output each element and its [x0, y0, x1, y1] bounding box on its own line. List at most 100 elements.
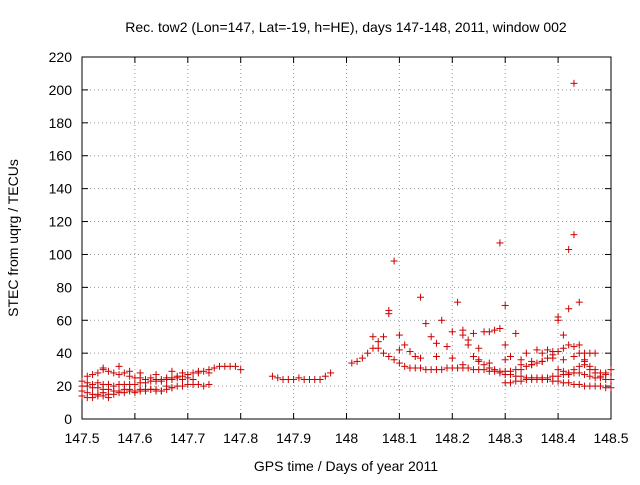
- data-point: [348, 359, 356, 367]
- data-point: [528, 361, 536, 369]
- data-point: [163, 382, 171, 390]
- data-point: [480, 361, 488, 369]
- data-point: [496, 239, 504, 247]
- data-point: [522, 362, 530, 370]
- x-tick-label: 148.5: [593, 430, 628, 446]
- data-point: [353, 357, 361, 365]
- data-point: [565, 369, 573, 377]
- data-point: [501, 356, 509, 364]
- x-tick-label: 147.9: [276, 430, 311, 446]
- data-point: [395, 346, 403, 354]
- x-tick-label: 148: [335, 430, 359, 446]
- data-point: [141, 376, 149, 384]
- data-point: [120, 369, 128, 377]
- data-point: [141, 387, 149, 395]
- data-point: [607, 376, 615, 384]
- data-point: [501, 341, 509, 349]
- data-point: [115, 371, 123, 379]
- data-point: [459, 331, 467, 339]
- data-point: [432, 352, 440, 360]
- y-tick-label: 0: [64, 411, 72, 427]
- data-point: [131, 380, 139, 388]
- data-point: [512, 329, 520, 337]
- data-point: [506, 367, 514, 375]
- data-point: [385, 310, 393, 318]
- data-point: [395, 359, 403, 367]
- data-point: [586, 362, 594, 370]
- data-point: [417, 354, 425, 362]
- data-point: [469, 329, 477, 337]
- data-point: [94, 369, 102, 377]
- data-point: [401, 362, 409, 370]
- data-point: [179, 369, 187, 377]
- x-tick-label: 148.2: [435, 430, 470, 446]
- data-point: [200, 382, 208, 390]
- data-point: [385, 352, 393, 360]
- x-tick-label: 147.8: [223, 430, 258, 446]
- data-point: [454, 298, 462, 306]
- data-point: [364, 349, 372, 357]
- data-point: [596, 369, 604, 377]
- data-point: [168, 384, 176, 392]
- data-point: [358, 354, 366, 362]
- data-point: [570, 366, 578, 374]
- data-point: [565, 341, 573, 349]
- data-point: [390, 257, 398, 265]
- y-tick-label: 220: [49, 49, 73, 65]
- grid: [82, 57, 611, 419]
- data-point: [290, 376, 298, 384]
- data-point: [83, 379, 91, 387]
- data-point: [152, 371, 160, 379]
- data-point: [570, 231, 578, 239]
- data-point: [491, 366, 499, 374]
- data-point: [506, 352, 514, 360]
- data-point: [131, 389, 139, 397]
- data-point: [115, 362, 123, 370]
- data-point: [506, 379, 514, 387]
- data-point: [104, 367, 112, 375]
- data-point: [554, 348, 562, 356]
- data-point: [475, 344, 483, 352]
- y-tick-label: 160: [49, 148, 73, 164]
- data-point: [104, 380, 112, 388]
- data-point: [475, 356, 483, 364]
- axis-ticks: [81, 56, 612, 420]
- data-point: [533, 359, 541, 367]
- data-point: [533, 346, 541, 354]
- data-point: [575, 349, 583, 357]
- data-point: [602, 371, 610, 379]
- data-point: [104, 394, 112, 402]
- data-point: [565, 246, 573, 254]
- data-point: [184, 374, 192, 382]
- x-tick-label: 147.6: [117, 430, 152, 446]
- chart-title: Rec. tow2 (Lon=147, Lat=-19, h=HE), days…: [125, 19, 567, 35]
- data-point: [538, 349, 546, 357]
- y-tick-label: 120: [49, 214, 73, 230]
- data-point: [538, 357, 546, 365]
- data-point: [575, 341, 583, 349]
- data-point: [528, 376, 536, 384]
- x-tick-label: 148.4: [541, 430, 576, 446]
- y-tick-label: 20: [56, 378, 72, 394]
- data-point: [380, 333, 388, 341]
- data-point: [390, 356, 398, 364]
- data-point: [517, 366, 525, 374]
- data-point: [406, 348, 414, 356]
- data-point: [581, 371, 589, 379]
- data-point: [448, 354, 456, 362]
- data-point: [99, 364, 107, 372]
- data-point: [438, 316, 446, 324]
- data-point: [78, 392, 86, 400]
- data-point: [179, 382, 187, 390]
- data-point: [194, 367, 202, 375]
- data-point: [517, 377, 525, 385]
- data-point: [438, 366, 446, 374]
- y-tick-labels: 0 20 40 60 80 100 120 140 160 180 200 220: [49, 49, 73, 427]
- data-point: [210, 364, 218, 372]
- data-point: [491, 326, 499, 334]
- data-point: [163, 374, 171, 382]
- data-point: [432, 339, 440, 347]
- data-point: [380, 349, 388, 357]
- data-point: [374, 338, 382, 346]
- data-point: [110, 382, 118, 390]
